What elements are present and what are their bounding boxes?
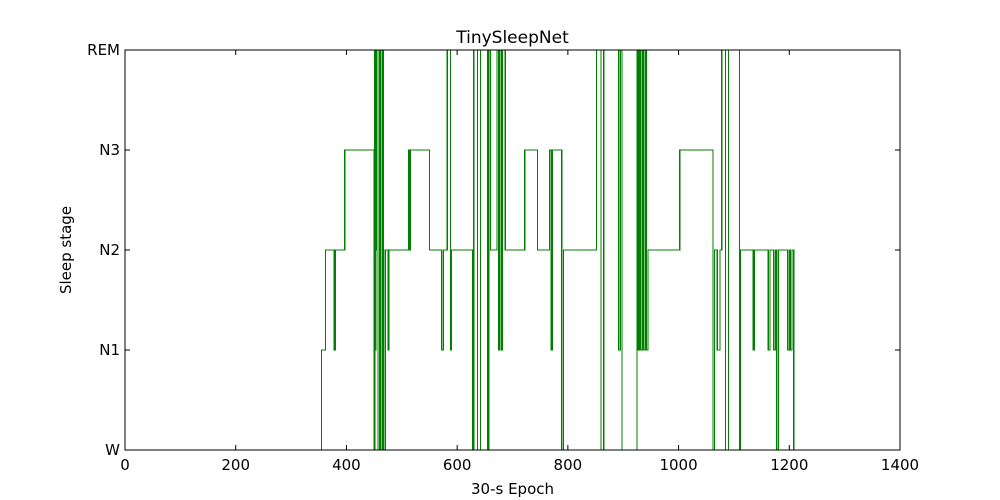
series-line	[125, 49, 830, 451]
x-tick-label: 600	[443, 456, 472, 474]
x-axis-label: 30-s Epoch	[471, 480, 554, 498]
y-tick-label: N3	[99, 141, 120, 159]
x-tick-label: 1000	[659, 456, 697, 474]
y-axis: W N1 N2 N3 REM	[87, 41, 900, 459]
plot-area: 0 200 400 600 800 1000 1200 1400 W N1 N2 N3 REM	[87, 41, 919, 474]
y-axis-label: Sleep stage	[57, 206, 75, 294]
y-tick-label: N1	[99, 341, 120, 359]
x-axis: 0 200 400 600 800 1000 1200 1400	[120, 50, 919, 474]
y-tick-label: REM	[87, 41, 120, 59]
x-tick-label: 200	[221, 456, 250, 474]
x-tick-label: 400	[332, 456, 361, 474]
y-tick-label: W	[105, 441, 120, 459]
x-tick-label: 1400	[881, 456, 919, 474]
x-tick-label: 0	[120, 456, 130, 474]
chart-title: TinySleepNet	[455, 28, 569, 48]
y-tick-label: N2	[99, 241, 120, 259]
series-layer	[125, 49, 830, 451]
x-tick-label: 1200	[770, 456, 808, 474]
x-tick-label: 800	[554, 456, 583, 474]
